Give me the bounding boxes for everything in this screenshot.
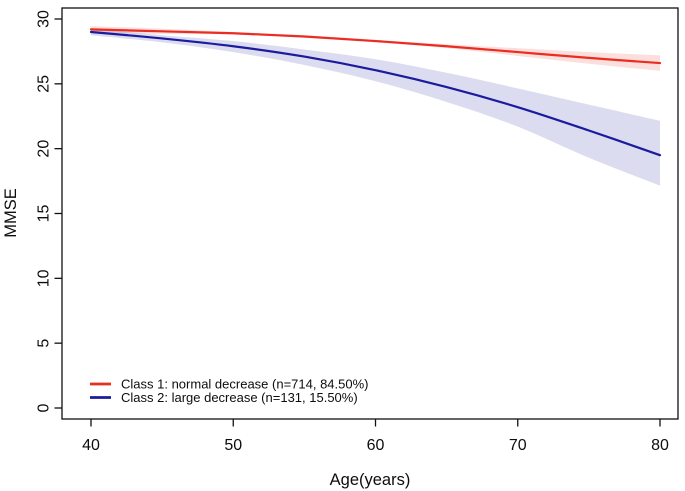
legend: Class 1: normal decrease (n=714, 84.50%)… xyxy=(90,377,369,405)
y-tick-label: 5 xyxy=(36,339,53,348)
y-tick-label: 25 xyxy=(36,75,53,93)
x-tick-label: 70 xyxy=(509,437,527,454)
x-axis: 40 50 60 70 80 Age(years) xyxy=(82,419,669,489)
y-tick-label: 15 xyxy=(36,205,53,223)
y-ticks: 0 5 10 15 20 25 30 xyxy=(36,10,62,412)
y-tick-label: 20 xyxy=(36,140,53,158)
class2-line xyxy=(89,30,662,157)
y-tick-label: 30 xyxy=(36,10,53,28)
x-tick-label: 40 xyxy=(82,437,100,454)
y-tick-label: 0 xyxy=(36,403,53,412)
legend-class2-label: Class 2: large decrease (n=131, 15.50%) xyxy=(121,390,358,405)
class1-line xyxy=(89,28,662,65)
x-ticks: 40 50 60 70 80 xyxy=(82,419,669,454)
x-tick-label: 50 xyxy=(224,437,242,454)
class2-confidence-band xyxy=(91,28,660,186)
x-tick-label: 60 xyxy=(367,437,385,454)
y-axis: 0 5 10 15 20 25 30 MMSE xyxy=(2,10,62,412)
y-axis-title: MMSE xyxy=(2,188,20,238)
x-tick-label: 80 xyxy=(651,437,669,454)
y-tick-label: 10 xyxy=(36,269,53,287)
legend-class1-label: Class 1: normal decrease (n=714, 84.50%) xyxy=(121,377,369,392)
x-axis-title: Age(years) xyxy=(330,471,411,489)
